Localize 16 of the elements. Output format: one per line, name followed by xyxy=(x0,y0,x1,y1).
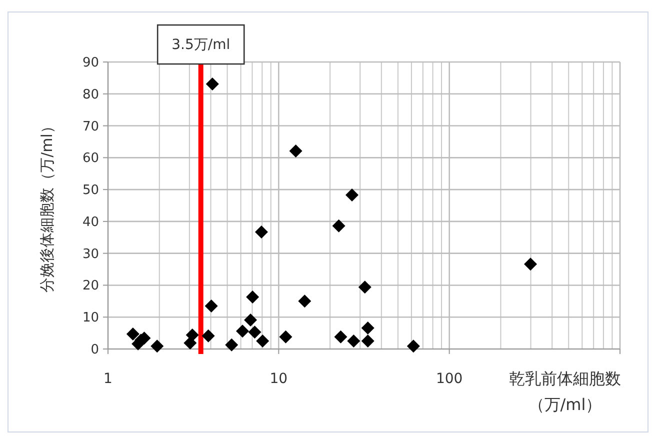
y-tick-label: 30 xyxy=(82,246,99,262)
y-tick-label: 80 xyxy=(82,87,99,102)
y-tick-label: 20 xyxy=(82,278,99,294)
x-tick-label: 100 xyxy=(436,371,463,387)
x-axis-title: 乾乳前体細胞数（万/ml） xyxy=(509,369,621,414)
y-tick-label: 10 xyxy=(82,310,99,326)
y-axis-title: 分娩後体細胞数（万/ml） xyxy=(38,118,56,292)
x-tick-label: 10 xyxy=(270,371,288,387)
y-tick-label: 90 xyxy=(82,56,99,70)
y-tick-label: 60 xyxy=(82,151,99,166)
y-tick-label: 0 xyxy=(90,342,99,358)
y-tick-label: 40 xyxy=(82,214,99,230)
y-tick-label: 70 xyxy=(82,119,99,134)
x-tick-label: 1 xyxy=(104,371,112,387)
ref-line-label: 3.5万/ml xyxy=(172,37,230,53)
y-tick-label: 50 xyxy=(82,183,99,198)
